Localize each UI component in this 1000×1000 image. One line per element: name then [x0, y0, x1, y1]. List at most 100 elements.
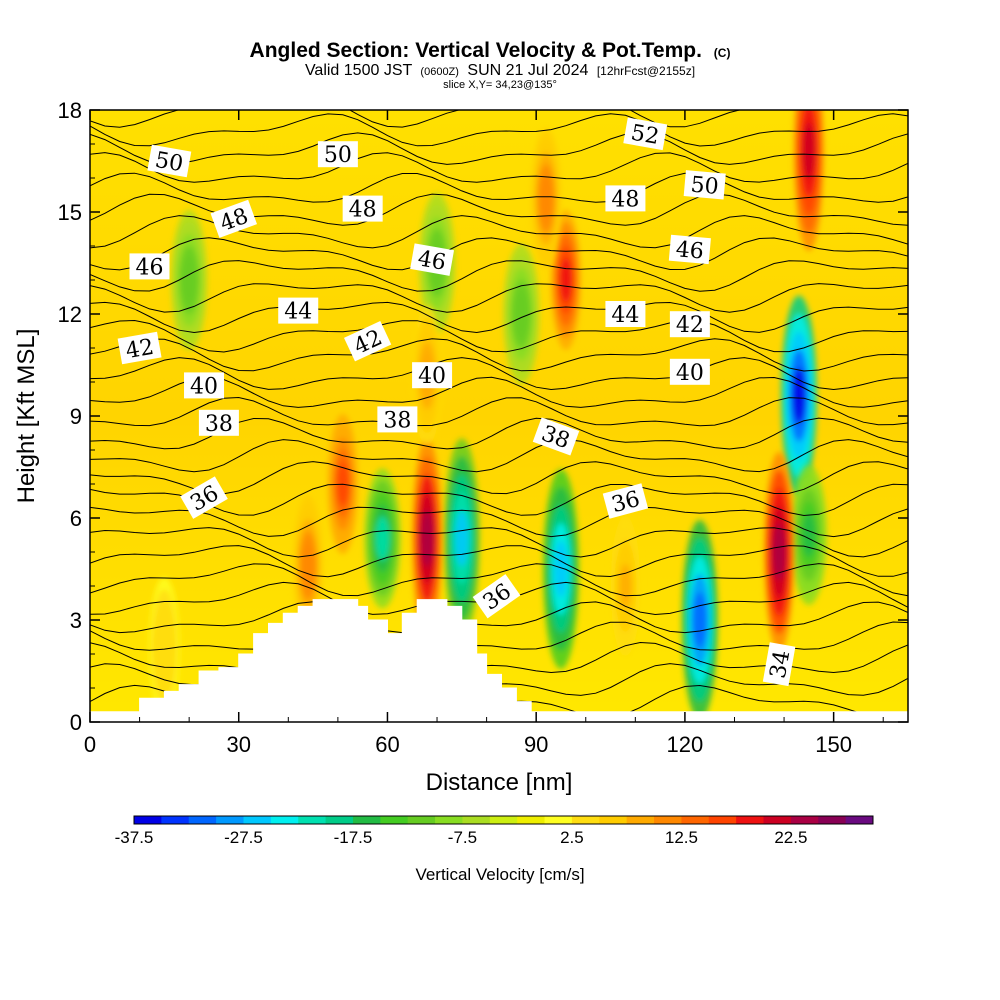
- contour-label-text: 42: [676, 313, 704, 338]
- theta-contour-line: [90, 132, 908, 165]
- colorbar-swatch: [243, 816, 272, 824]
- x-axis-label: Distance [nm]: [426, 769, 573, 796]
- contour-label: 44: [605, 301, 646, 328]
- contour-label-bg: [317, 141, 358, 168]
- contour-label-text: 50: [153, 148, 185, 177]
- downdraft-core: [681, 520, 718, 720]
- downdraft-core: [171, 210, 208, 350]
- contour-label: 46: [410, 243, 455, 276]
- contour-label-text: 40: [190, 374, 218, 399]
- contour-label-bg: [198, 409, 239, 436]
- y-tick-label: 15: [58, 200, 82, 225]
- colorbar-swatch: [654, 816, 682, 824]
- contour-label: 50: [683, 170, 726, 200]
- colorbar-swatch: [435, 816, 463, 824]
- contour-label: 46: [668, 234, 711, 265]
- contour-label: 42: [669, 311, 710, 338]
- contour-label-text: 40: [418, 364, 446, 389]
- forecast-tag: [12hrFcst@2155z]: [597, 64, 695, 78]
- contour-label-bg: [342, 195, 383, 222]
- contour-label-bg: [605, 185, 646, 212]
- contour-label-bg: [532, 417, 580, 456]
- contour-label: 48: [605, 185, 646, 212]
- contour-label-text: 46: [416, 246, 448, 275]
- contour-label-bg: [377, 406, 418, 433]
- field-cell: [539, 176, 553, 221]
- y-tick-label: 6: [70, 506, 82, 531]
- contour-label-text: 34: [766, 649, 795, 681]
- x-axis: 0 30 60 90 120 150: [84, 110, 884, 757]
- theta-contour-line: [90, 237, 908, 271]
- contour-label: 52: [623, 117, 668, 151]
- contour-label-bg: [669, 311, 710, 338]
- theta-contour-line: [90, 113, 908, 147]
- contour-label-text: 52: [629, 121, 661, 150]
- contour-label-bg: [602, 483, 649, 519]
- x-tick-label: 0: [84, 732, 96, 757]
- contour-label-bg: [683, 170, 726, 200]
- colorbar-swatch: [325, 816, 354, 824]
- theta-contour-line: [90, 563, 908, 597]
- colorbar-swatch: [736, 816, 765, 824]
- field-cell: [619, 564, 632, 608]
- updraft-core: [149, 577, 180, 718]
- theta-contour-line: [90, 483, 908, 517]
- field-cell: [559, 258, 573, 302]
- contour-label-bg: [147, 144, 192, 178]
- contour-label-bg: [129, 253, 170, 280]
- colorbar-swatch: [845, 816, 874, 824]
- downdraft-core: [503, 244, 540, 384]
- field-cell: [420, 510, 434, 567]
- contour-label: 38: [532, 417, 580, 456]
- title-unit: (C): [714, 46, 731, 60]
- contour-label: 40: [669, 358, 710, 386]
- theta-contour-line: [90, 172, 908, 203]
- colorbar-swatch: [270, 816, 299, 824]
- contour-label: 46: [129, 253, 170, 280]
- chart-subtitle: Valid 1500 JST (0600Z) SUN 21 Jul 2024 […: [305, 62, 695, 79]
- contour-label-bg: [117, 331, 162, 365]
- field-cell: [692, 592, 707, 648]
- contour-label: 40: [412, 362, 453, 389]
- downdraft-core: [780, 295, 817, 496]
- contour-label: 44: [278, 297, 319, 325]
- field-cell: [802, 122, 816, 179]
- theta-contour-line: [90, 357, 908, 391]
- colorbar-tick-label: 2.5: [560, 828, 584, 847]
- velocity-field: [149, 110, 827, 720]
- contour-label-text: 42: [124, 335, 156, 364]
- contour-label-bg: [184, 372, 225, 399]
- contour-label: 36: [602, 483, 649, 519]
- updraft-core: [293, 495, 324, 636]
- colorbar-tick-label: -17.5: [334, 828, 373, 847]
- colorbar-swatch: [380, 816, 409, 824]
- theta-contour-line: [90, 601, 908, 634]
- y-tick-label: 9: [70, 404, 82, 429]
- colorbar-swatch: [790, 816, 819, 824]
- colorbar-swatch: [489, 816, 518, 824]
- downdraft-core: [790, 465, 827, 605]
- contour-label-text: 46: [675, 237, 705, 264]
- contour-label-text: 48: [349, 198, 377, 223]
- field-cell: [375, 516, 390, 561]
- terrain-mask: [90, 599, 908, 722]
- contour-label-text: 44: [611, 303, 639, 328]
- x-tick-label: 150: [815, 732, 852, 757]
- chart-title: Angled Section: Vertical Velocity & Pot.…: [250, 39, 731, 62]
- y-tick-label: 18: [58, 98, 82, 123]
- contour-label-bg: [410, 243, 455, 276]
- updraft-core: [531, 128, 562, 269]
- theta-contour-line: [90, 283, 908, 313]
- y-tick-label: 0: [70, 710, 82, 735]
- contour-label: 38: [377, 406, 418, 433]
- field-cell: [792, 367, 806, 424]
- contour-label-bg: [344, 320, 392, 362]
- colorbar-swatch: [462, 816, 491, 824]
- colorbar-swatch: [298, 816, 327, 824]
- theta-contour-line: [90, 506, 908, 538]
- theta-contour-line: [90, 301, 908, 334]
- theta-contour-line: [90, 527, 908, 558]
- x-tick-label: 90: [524, 732, 548, 757]
